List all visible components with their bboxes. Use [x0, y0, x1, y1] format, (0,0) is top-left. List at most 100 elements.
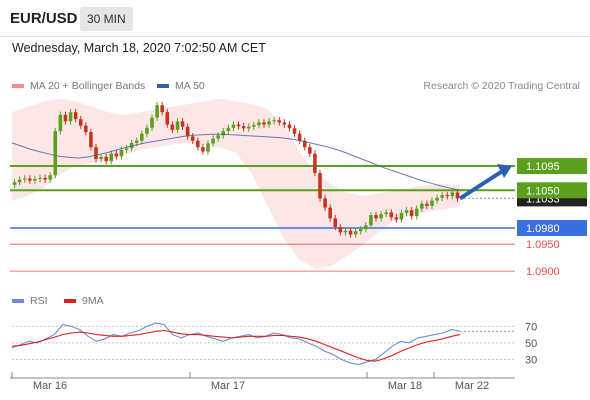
bollinger-band-area	[12, 98, 460, 269]
candle-body	[155, 105, 159, 118]
candle-body	[201, 147, 205, 152]
candle-body	[99, 156, 103, 160]
candle-body	[323, 198, 327, 208]
candle-body	[89, 132, 93, 148]
x-tick-label: Mar 16	[33, 380, 67, 392]
rsi-9ma-line	[11, 329, 461, 362]
rsi-tick-50: 50	[525, 338, 537, 350]
candle-body	[84, 125, 88, 133]
ma50-line	[11, 133, 461, 191]
candle-body	[12, 182, 17, 185]
candle-body	[455, 192, 460, 199]
candle-body	[226, 127, 231, 132]
candle-body	[313, 153, 317, 174]
candle-body	[196, 140, 200, 148]
candle-body	[348, 230, 353, 235]
candle-body	[379, 214, 383, 219]
legend-bollinger: MA 20 + Bollinger Bands	[12, 80, 145, 92]
legend-ma50: MA 50	[157, 80, 205, 92]
candle-body	[302, 140, 307, 148]
candle-body	[246, 126, 251, 129]
candle-body	[58, 114, 63, 132]
candle-body	[119, 149, 124, 157]
candle-body	[211, 138, 215, 144]
level-badge-1.1050	[517, 182, 587, 199]
candle-body	[374, 215, 378, 219]
9ma-swatch	[64, 299, 76, 304]
candle-body	[364, 225, 368, 230]
candle-body	[185, 126, 190, 137]
candle-body	[328, 207, 332, 219]
candle-body	[43, 177, 47, 180]
copyright-text: Research © 2020 Trading Central	[423, 80, 580, 92]
bollinger-swatch	[12, 84, 24, 89]
level-badge-1.1095	[517, 158, 587, 175]
rsi-tick-30: 30	[525, 355, 537, 367]
candle-body	[33, 178, 37, 181]
candle-body	[94, 147, 98, 160]
candle-body	[369, 215, 373, 226]
candle-body	[257, 122, 261, 126]
candle-body	[175, 121, 180, 130]
candle-body	[165, 112, 170, 125]
candle-body	[297, 133, 302, 141]
legend-bollinger-label: MA 20 + Bollinger Bands	[30, 80, 146, 92]
rsi-tick-70: 70	[525, 321, 537, 333]
timeframe-badge[interactable]: 30 MIN	[80, 7, 133, 31]
candle-body	[450, 192, 455, 197]
candle-body	[308, 147, 312, 154]
candle-body	[414, 208, 419, 217]
candle-body	[206, 143, 210, 152]
level-label-1.1095: 1.1095	[526, 161, 560, 173]
x-tick-label: Mar 17	[211, 380, 245, 392]
legend-rsi-label: RSI	[30, 295, 48, 307]
candle-body	[404, 210, 409, 213]
candle-body	[343, 230, 348, 233]
candle-body	[353, 231, 358, 235]
candle-body	[252, 125, 256, 127]
candle-body	[114, 153, 119, 157]
candle-body	[338, 226, 343, 233]
currency-pair-title: EUR/USD	[10, 10, 78, 27]
candle-body	[358, 229, 363, 232]
level-label-1.0980: 1.0980	[526, 223, 560, 235]
candle-body	[420, 203, 424, 209]
ma50-swatch	[157, 84, 169, 89]
candle-body	[435, 197, 439, 201]
candle-body	[145, 127, 149, 134]
candle-body	[53, 131, 58, 176]
candle-body	[409, 210, 414, 217]
x-tick-label: Mar 18	[388, 380, 422, 392]
candle-body	[389, 212, 394, 218]
candle-body	[236, 124, 241, 127]
candle-body	[272, 120, 276, 122]
rsi-line	[11, 322, 461, 366]
timestamp: Wednesday, March 18, 2020 7:02:50 AM CET	[12, 41, 266, 55]
candle-body	[216, 135, 220, 139]
forecast-arrow-head	[497, 164, 512, 179]
candle-body	[140, 133, 144, 141]
candle-body	[150, 117, 154, 128]
candle-body	[170, 124, 175, 130]
candle-body	[124, 148, 129, 150]
candle-body	[190, 136, 195, 141]
candle-body	[28, 178, 32, 181]
candle-body	[231, 124, 236, 128]
candle-body	[287, 124, 292, 129]
candle-body	[282, 122, 287, 125]
level-badge-1.0980	[517, 220, 587, 237]
candle-body	[384, 212, 388, 215]
forecast-arrow-shaft	[458, 168, 506, 201]
candle-body	[440, 195, 444, 198]
candle-body	[221, 131, 226, 136]
candle-body	[180, 121, 185, 127]
candle-body	[38, 177, 42, 179]
level-label-1.1050: 1.1050	[526, 185, 560, 197]
candle-body	[430, 200, 434, 206]
x-tick-label: Mar 22	[455, 380, 489, 392]
candle-body	[78, 119, 83, 126]
candle-body	[318, 173, 322, 199]
candle-body	[109, 153, 114, 162]
candle-body	[277, 120, 282, 123]
